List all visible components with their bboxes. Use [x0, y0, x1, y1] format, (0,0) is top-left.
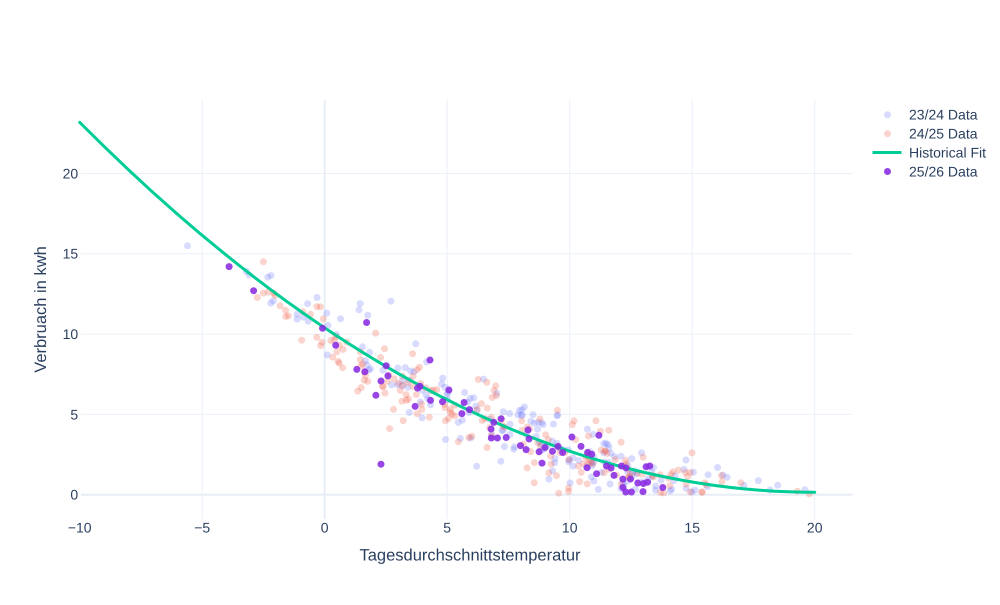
- svg-text:5: 5: [70, 406, 78, 422]
- svg-text:24/25 Data: 24/25 Data: [909, 126, 978, 142]
- svg-text:23/24 Data: 23/24 Data: [909, 107, 978, 123]
- svg-text:−5: −5: [194, 520, 210, 536]
- svg-text:Tagesdurchschnittstemperatur: Tagesdurchschnittstemperatur: [359, 547, 581, 565]
- svg-text:5: 5: [443, 520, 451, 536]
- svg-text:25/26 Data: 25/26 Data: [909, 163, 978, 179]
- svg-text:15: 15: [63, 246, 79, 262]
- svg-text:20: 20: [63, 165, 79, 181]
- svg-text:20: 20: [807, 520, 823, 536]
- svg-text:0: 0: [70, 487, 78, 503]
- svg-text:10: 10: [562, 520, 578, 536]
- svg-text:Historical Fit: Historical Fit: [909, 144, 986, 160]
- svg-text:15: 15: [684, 520, 700, 536]
- svg-text:0: 0: [321, 520, 329, 536]
- svg-text:10: 10: [63, 326, 79, 342]
- svg-text:−10: −10: [68, 520, 92, 536]
- svg-text:Verbruach in kwh: Verbruach in kwh: [32, 246, 50, 373]
